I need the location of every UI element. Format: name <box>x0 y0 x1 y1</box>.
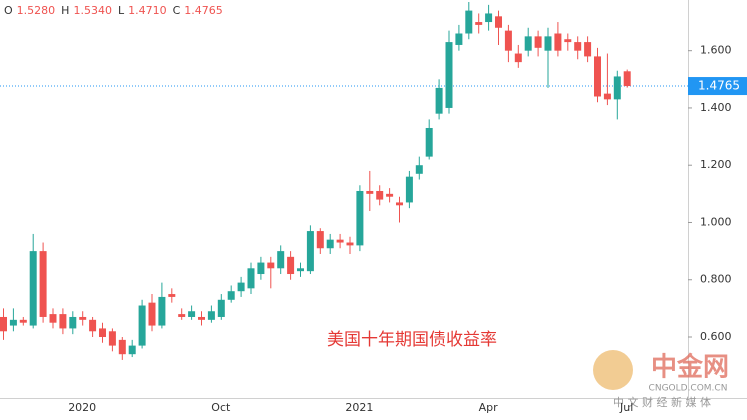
candle-body <box>118 339 126 355</box>
legend-value: 1.5340 <box>73 4 112 17</box>
candle-body <box>188 311 196 317</box>
candle-body <box>108 331 116 346</box>
candle-body <box>148 302 156 326</box>
candle-body <box>29 251 37 326</box>
candle-body <box>0 316 7 332</box>
candle-body <box>138 305 146 346</box>
candle-body <box>79 316 87 320</box>
y-tick-label: 1.000 <box>700 215 732 228</box>
candle-body <box>564 39 572 43</box>
candle-body <box>356 190 364 246</box>
candle-body <box>49 314 57 323</box>
legend-label: L <box>118 4 125 17</box>
candle-body <box>346 242 354 246</box>
candle-body <box>89 319 97 332</box>
legend-label: C <box>173 4 181 17</box>
candle-body <box>267 262 275 269</box>
price-tag <box>688 77 747 96</box>
legend-label: O <box>4 4 13 17</box>
candle-body <box>415 165 423 174</box>
candle-body <box>574 42 582 51</box>
x-tick-label: Apr <box>479 401 499 414</box>
y-tick-label: 1.600 <box>700 44 732 57</box>
candle-body <box>455 33 463 45</box>
candle-body <box>504 30 512 51</box>
candle-body <box>594 56 601 97</box>
candle-body <box>445 42 453 108</box>
candle-body <box>584 42 592 57</box>
candle-body <box>178 314 186 317</box>
candle-body <box>435 87 443 114</box>
candle-body <box>69 316 77 329</box>
candle-body <box>168 294 176 297</box>
candle-body <box>326 239 334 249</box>
y-tick-label: 0.600 <box>700 330 732 343</box>
candle-body <box>39 251 47 317</box>
candle-body <box>207 311 215 320</box>
candle-body <box>158 296 166 326</box>
candle-body <box>128 345 136 355</box>
candle-body <box>336 239 344 243</box>
candle-body <box>475 22 483 25</box>
candle-body <box>534 36 542 48</box>
candle-body <box>465 10 473 34</box>
annotation: 美国十年期国债收益率 <box>327 330 497 350</box>
candle-body <box>19 319 27 323</box>
x-tick-label: 2021 <box>345 401 373 414</box>
candle-body <box>544 36 552 51</box>
candle-body <box>59 314 67 329</box>
y-tick-label: 0.800 <box>700 273 732 286</box>
legend-label: H <box>61 4 69 17</box>
candle-body <box>396 202 403 206</box>
candle-body <box>316 231 324 249</box>
logo-slogan: 中 文 财 经 新 媒 体 <box>613 395 711 409</box>
candle-body <box>554 33 562 51</box>
candle-body <box>247 268 255 289</box>
y-tick-label: 1.200 <box>700 158 732 171</box>
candle-body <box>405 176 413 203</box>
x-tick-label: Oct <box>211 401 231 414</box>
candle-body <box>306 231 314 272</box>
candle-body <box>613 76 621 100</box>
candle-body <box>99 328 106 338</box>
candle-body <box>287 256 295 275</box>
candle-body <box>217 299 225 317</box>
candle-body <box>485 13 493 23</box>
candle-body <box>9 319 17 326</box>
price-tag-label: 1.4765 <box>698 79 740 93</box>
candle-body <box>198 316 205 320</box>
legend-value: 1.4765 <box>184 4 223 17</box>
candle-body <box>227 291 235 300</box>
candle-body <box>514 53 522 63</box>
legend-value: 1.4710 <box>128 4 167 17</box>
legend-value: 1.5280 <box>17 4 56 17</box>
candle-body <box>277 251 285 269</box>
candle-body <box>623 71 631 87</box>
candle-body <box>495 16 502 28</box>
candle-body <box>297 268 304 272</box>
candle-body <box>425 127 433 157</box>
candle-body <box>376 190 384 200</box>
candle-body <box>603 93 611 100</box>
candle-body <box>257 262 265 275</box>
candle-body <box>524 36 532 51</box>
logo-name: 中金网 <box>651 352 729 383</box>
candle-body <box>237 282 245 292</box>
logo-url: CNGOLD.COM.CN <box>649 384 728 394</box>
candle-body <box>366 190 374 194</box>
x-tick-label: Jul <box>619 401 633 414</box>
logo-icon <box>593 350 633 390</box>
x-tick-label: 2020 <box>68 401 96 414</box>
candle-body <box>386 193 394 197</box>
y-tick-label: 1.400 <box>700 101 732 114</box>
logo: 中金网 CNGOLD.COM.CN 中 文 财 经 新 媒 体 <box>593 350 729 409</box>
